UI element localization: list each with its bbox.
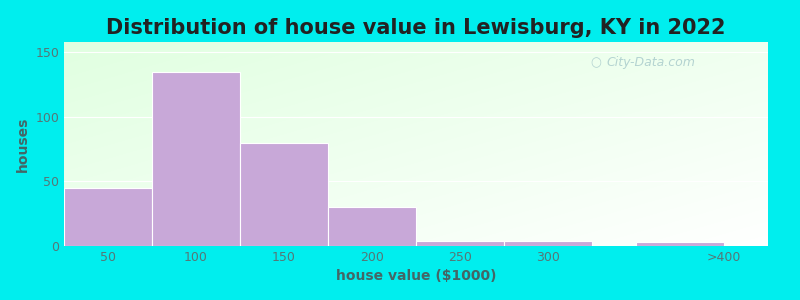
- Bar: [636, 242, 724, 246]
- Bar: [152, 72, 240, 246]
- Bar: [328, 207, 416, 246]
- Y-axis label: houses: houses: [16, 116, 30, 172]
- Bar: [416, 241, 504, 246]
- Text: ○: ○: [590, 56, 602, 69]
- Text: City-Data.com: City-Data.com: [606, 56, 695, 69]
- Title: Distribution of house value in Lewisburg, KY in 2022: Distribution of house value in Lewisburg…: [106, 18, 726, 38]
- Bar: [64, 188, 152, 246]
- Bar: [240, 143, 328, 246]
- Bar: [504, 241, 592, 246]
- X-axis label: house value ($1000): house value ($1000): [336, 269, 496, 284]
